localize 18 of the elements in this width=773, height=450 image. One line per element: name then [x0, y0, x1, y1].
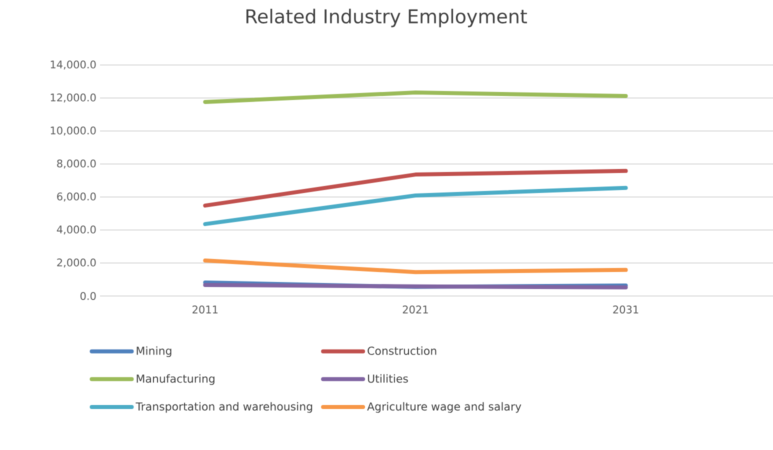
legend-label: Construction — [368, 346, 436, 355]
y-tick-label: 12,000.0 — [50, 93, 96, 103]
legend-label: Transportation and warehousing — [136, 402, 312, 413]
legend-label: Manufacturing — [136, 374, 214, 385]
x-tick-label: 2011 — [192, 306, 218, 314]
x-tick-label: 2031 — [613, 306, 638, 314]
y-tick-label: 0.0 — [80, 292, 96, 300]
legend-label: Utilities — [368, 374, 408, 383]
y-tick-label: 10,000.0 — [50, 126, 96, 136]
x-tick-label: 2021 — [402, 306, 428, 314]
y-tick-label: 8,000.0 — [57, 159, 96, 169]
legend-label: Mining — [136, 346, 172, 358]
y-tick-label: 6,000.0 — [57, 192, 96, 202]
legend-label: Agriculture wage and salary — [367, 402, 522, 413]
y-tick-label: 2,000.0 — [57, 258, 96, 268]
y-tick-label: 4,000.0 — [56, 225, 96, 235]
chart-title: Related Industry Employment — [246, 8, 527, 28]
y-tick-label: 14,000.0 — [50, 60, 96, 70]
